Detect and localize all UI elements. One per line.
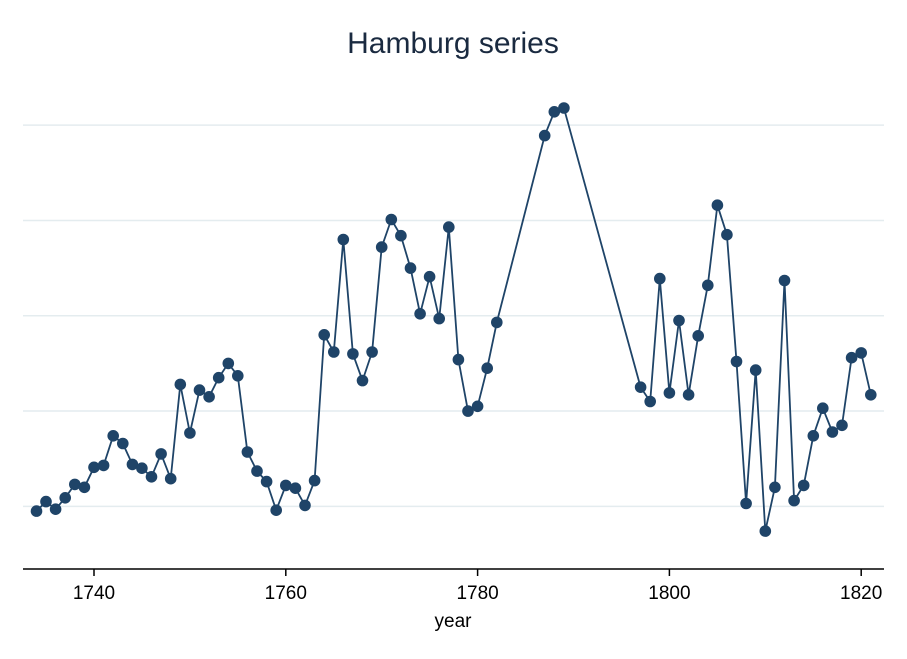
data-point-1800 (663, 387, 676, 399)
data-point-1782 (491, 316, 503, 329)
data-point-1811 (769, 481, 781, 494)
data-point-1765 (328, 346, 340, 358)
data-point-1803 (692, 330, 704, 342)
data-point-1767 (347, 348, 359, 360)
data-point-1778 (452, 353, 465, 366)
data-point-1740 (88, 461, 100, 474)
data-point-1752 (203, 391, 215, 403)
data-point-1797 (634, 381, 647, 394)
data-point-1805 (711, 199, 724, 211)
data-point-1801 (673, 314, 685, 327)
data-point-1758 (260, 475, 273, 488)
data-point-1735 (40, 495, 52, 508)
data-point-1774 (414, 308, 426, 320)
data-point-1804 (702, 279, 714, 292)
data-point-1768 (356, 374, 369, 387)
x-tick-label-1780: 1780 (456, 583, 498, 604)
data-point-1807 (730, 355, 743, 368)
data-point-1781 (481, 362, 494, 375)
data-point-1789 (558, 102, 570, 114)
data-point-1747 (155, 448, 167, 460)
data-point-1763 (308, 474, 321, 487)
data-point-1743 (117, 437, 129, 450)
data-point-1818 (836, 419, 848, 432)
data-point-1736 (49, 503, 62, 515)
data-point-1814 (797, 479, 810, 492)
data-point-1816 (817, 402, 829, 415)
data-point-1777 (443, 221, 455, 233)
data-point-1757 (251, 465, 263, 477)
data-point-1773 (404, 262, 417, 274)
data-point-1748 (164, 472, 177, 485)
data-point-1815 (807, 430, 820, 442)
data-point-1744 (126, 458, 139, 471)
data-point-1798 (644, 395, 656, 408)
data-point-1799 (654, 272, 666, 285)
data-point-1806 (721, 228, 733, 241)
data-point-1739 (78, 481, 91, 494)
data-point-1812 (778, 274, 791, 287)
data-point-1737 (59, 492, 71, 504)
data-point-1820 (855, 347, 867, 359)
data-point-1770 (375, 241, 388, 253)
data-point-1810 (759, 525, 772, 537)
data-point-1755 (232, 370, 244, 382)
data-point-1771 (385, 213, 398, 226)
data-point-1788 (548, 106, 561, 118)
data-point-1808 (740, 497, 752, 510)
data-point-1787 (538, 129, 551, 142)
x-tick-label-1740: 1740 (73, 583, 115, 604)
data-point-1738 (69, 478, 81, 491)
data-point-1750 (184, 427, 196, 439)
data-point-1802 (682, 389, 695, 401)
data-point-1776 (433, 312, 446, 325)
data-point-1753 (212, 371, 225, 384)
data-point-1762 (299, 499, 311, 512)
data-point-1741 (97, 459, 110, 472)
x-tick-label-1820: 1820 (840, 583, 882, 604)
data-point-1759 (270, 504, 283, 516)
data-point-1754 (222, 357, 235, 370)
x-tick-label-1800: 1800 (648, 583, 690, 604)
x-tick-label-1760: 1760 (265, 583, 307, 604)
x-axis-label: year (435, 611, 473, 632)
series-line-0 (35, 107, 872, 532)
data-point-1780 (471, 400, 484, 413)
data-point-1745 (136, 462, 148, 475)
data-point-1769 (366, 346, 378, 358)
gridlines (23, 124, 884, 508)
data-point-1734 (30, 505, 43, 517)
data-point-1809 (749, 364, 762, 376)
data-point-1817 (826, 426, 839, 438)
x-axis-ticks: 1740 1760 1780 1800 1820 (73, 569, 882, 604)
data-point-1760 (280, 479, 292, 492)
data-point-1756 (241, 446, 254, 458)
series-group (30, 102, 877, 537)
data-point-1761 (289, 482, 302, 495)
data-point-1746 (145, 471, 158, 483)
data-point-1772 (395, 229, 407, 242)
data-point-1813 (788, 494, 800, 507)
data-point-1751 (193, 384, 206, 396)
data-point-1764 (318, 329, 331, 341)
data-point-1821 (865, 389, 877, 401)
data-point-1819 (845, 351, 858, 364)
data-point-1775 (423, 270, 436, 283)
data-point-1742 (107, 430, 119, 442)
data-point-1749 (174, 378, 187, 391)
data-point-1779 (462, 405, 474, 417)
chart-title: Hamburg series (347, 27, 559, 60)
data-point-1766 (337, 233, 350, 246)
